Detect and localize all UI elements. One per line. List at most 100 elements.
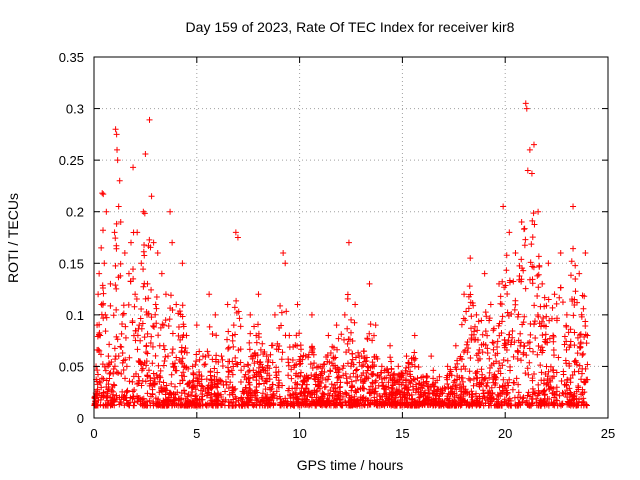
- scatter-fill-point: [469, 391, 476, 398]
- scatter-fill-point: [567, 272, 574, 279]
- scatter-fill-point: [224, 345, 231, 352]
- scatter-fill-point: [193, 401, 200, 408]
- scatter-fill-point: [153, 293, 160, 300]
- scatter-fill-point: [266, 396, 273, 403]
- scatter-fill-point: [184, 393, 191, 400]
- scatter-fill-point: [285, 387, 292, 394]
- data-point: [317, 363, 324, 370]
- scatter-fill-point: [543, 302, 550, 309]
- scatter-fill-point: [112, 282, 119, 289]
- scatter-fill-point: [282, 395, 289, 402]
- scatter-fill-point: [149, 323, 156, 330]
- scatter-fill-point: [580, 395, 587, 402]
- scatter-fill-point: [539, 344, 546, 351]
- scatter-fill-point: [328, 360, 335, 367]
- scatter-fill-point: [230, 387, 237, 394]
- scatter-fill-point: [120, 310, 127, 317]
- scatter-fill-point: [130, 393, 137, 400]
- scatter-fill-point: [409, 361, 416, 368]
- scatter-fill-point: [100, 300, 107, 307]
- scatter-fill-point: [480, 387, 487, 394]
- scatter-fill-point: [105, 363, 112, 370]
- x-tick-label: 25: [601, 426, 615, 441]
- data-point: [121, 249, 128, 256]
- data-point: [528, 170, 535, 177]
- scatter-fill-point: [388, 402, 395, 409]
- scatter-fill-point: [113, 396, 120, 403]
- data-point: [100, 191, 107, 198]
- data-point: [333, 322, 340, 329]
- scatter-fill-point: [542, 370, 549, 377]
- scatter-fill-point: [457, 388, 464, 395]
- scatter-fill-point: [513, 375, 520, 382]
- scatter-fill-point: [417, 389, 424, 396]
- scatter-fill-point: [118, 370, 125, 377]
- scatter-fill-point: [348, 316, 355, 323]
- data-point: [107, 280, 114, 287]
- scatter-fill-point: [100, 376, 107, 383]
- scatter-fill-point: [541, 392, 548, 399]
- scatter-fill-point: [190, 370, 197, 377]
- y-tick-label: 0.1: [66, 308, 84, 323]
- scatter-fill-point: [352, 354, 359, 361]
- scatter-fill-point: [521, 313, 528, 320]
- scatter-fill-point: [453, 376, 460, 383]
- data-point: [179, 260, 186, 267]
- scatter-fill-point: [178, 358, 185, 365]
- scatter-fill-point: [100, 227, 107, 234]
- scatter-fill-point: [244, 361, 251, 368]
- scatter-fill-point: [527, 259, 534, 266]
- scatter-fill-point: [133, 296, 140, 302]
- scatter-fill-point: [130, 332, 137, 339]
- scatter-fill-point: [178, 396, 185, 403]
- scatter-fill-point: [325, 373, 332, 380]
- scatter-fill-point: [538, 369, 545, 376]
- scatter-fill-point: [573, 361, 580, 368]
- scatter-fill-point: [485, 390, 492, 397]
- scatter-fill-point: [299, 356, 306, 363]
- scatter-fill-point: [569, 393, 576, 400]
- scatter-fill-point: [121, 402, 128, 409]
- data-point: [247, 311, 254, 318]
- scatter-fill-point: [330, 396, 337, 403]
- scatter-fill-point: [131, 303, 138, 310]
- scatter-fill-point: [193, 351, 200, 358]
- scatter-fill-point: [100, 315, 107, 322]
- scatter-fill-point: [495, 368, 502, 375]
- scatter-fill-point: [522, 236, 529, 243]
- data-point: [530, 141, 537, 148]
- scatter-fill-point: [364, 363, 371, 370]
- scatter-fill-point: [232, 398, 239, 405]
- scatter-fill-point: [203, 402, 210, 409]
- scatter-fill-point: [514, 355, 521, 362]
- scatter-fill-point: [525, 389, 532, 396]
- scatter-fill-point: [321, 399, 328, 406]
- scatter-fill-point: [204, 348, 211, 355]
- y-tick-label: 0.3: [66, 102, 84, 117]
- scatter-fill-point: [182, 345, 189, 352]
- scatter-fill-point: [229, 332, 236, 339]
- scatter-fill-point: [165, 402, 172, 408]
- scatter-fill-point: [486, 387, 493, 394]
- scatter-fill-point: [426, 401, 433, 408]
- scatter-fill-point: [368, 371, 375, 378]
- scatter-fill-point: [352, 367, 359, 374]
- data-point: [116, 177, 123, 184]
- scatter-fill-point: [354, 373, 361, 380]
- scatter-fill-point: [169, 330, 176, 337]
- scatter-fill-point: [155, 396, 162, 403]
- scatter-fill-point: [545, 296, 552, 303]
- scatter-fill-point: [259, 340, 266, 347]
- scatter-fill-point: [246, 346, 253, 353]
- chart-title: Day 159 of 2023, Rate Of TEC Index for r…: [186, 19, 515, 35]
- scatter-fill-point: [297, 389, 304, 396]
- scatter-fill-point: [106, 375, 113, 382]
- scatter-fill-point: [233, 309, 240, 316]
- scatter-fill-point: [436, 399, 443, 406]
- scatter-fill-point: [225, 344, 232, 351]
- scatter-fill-point: [365, 364, 372, 371]
- scatter-fill-point: [196, 348, 203, 355]
- scatter-fill-point: [453, 366, 460, 373]
- scatter-fill-point: [425, 387, 432, 394]
- scatter-fill-point: [376, 392, 383, 399]
